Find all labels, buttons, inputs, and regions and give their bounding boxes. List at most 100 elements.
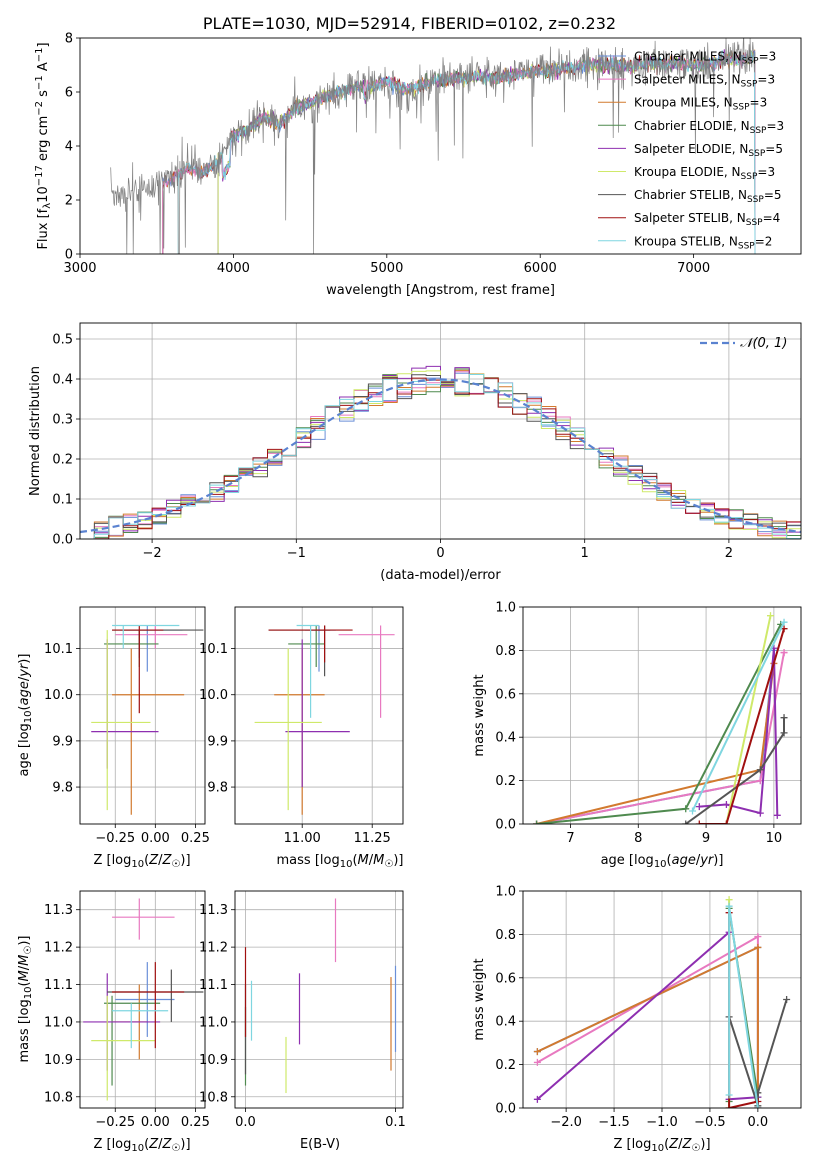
legend-label: Kroupa ELODIE, NSSP=3 (634, 165, 775, 182)
tick-label-x: 0.0 (235, 1115, 256, 1130)
tick-label-x: 10 (766, 831, 783, 846)
tick-label-x: 7 (566, 831, 574, 846)
series-marker (725, 1091, 733, 1099)
series-marker (695, 820, 703, 824)
axes-frame (79, 890, 206, 1109)
tick-label-x: −1.5 (598, 1115, 630, 1130)
axes-frame (79, 606, 206, 825)
legend-label-sub: SSP (746, 218, 763, 228)
tick-label-y: 1.0 (495, 885, 516, 900)
tick-label-y: 9.8 (52, 781, 73, 796)
tick-label-y: 1.0 (495, 601, 516, 616)
tick-label-x: −2 (143, 546, 162, 561)
legend-label-sub: SSP (741, 172, 758, 182)
legend-label-main: Kroupa STELIB, N (634, 234, 738, 248)
tick-label-y: 8 (65, 32, 73, 47)
axes-frame (522, 890, 802, 1109)
legend-label: Salpeter ELODIE, NSSP=5 (634, 142, 783, 159)
series-marker (754, 943, 762, 951)
tick-label-x: 0.00 (141, 831, 170, 846)
tick-label-y: 0.4 (495, 1015, 516, 1030)
tick-label-y: 9.8 (207, 781, 228, 796)
series-marker (682, 805, 690, 813)
legend-label-tail: =5 (765, 142, 783, 156)
series-marker (695, 803, 703, 811)
tick-label-y: 0.4 (52, 373, 73, 388)
series-line (536, 945, 759, 1108)
series-marker (780, 618, 788, 626)
tick-label-x: 4000 (217, 261, 250, 276)
tick-label-x: 1 (581, 546, 589, 561)
legend-label-tail: =2 (755, 234, 773, 248)
y-axis-label: mass weight (472, 674, 487, 756)
series-line (728, 906, 759, 1108)
tick-label-x: 0 (436, 546, 444, 561)
x-axis-label: Z [log10(Z/Z☉)] (93, 1137, 190, 1154)
legend-label: Chabrier STELIB, NSSP=5 (634, 188, 782, 205)
y-axis-label: Normed distribution (28, 366, 43, 496)
series-marker (682, 820, 690, 824)
legend-label-main: Kroupa ELODIE, N (634, 165, 741, 179)
axes-frame (234, 890, 404, 1109)
tick-label-y: 11.3 (199, 903, 228, 918)
series-marker (783, 996, 791, 1003)
normal-curve (80, 378, 801, 534)
legend-label-tail: =3 (750, 96, 768, 110)
series-marker (780, 649, 788, 657)
series-marker (756, 766, 764, 774)
y-axis-label: mass weight (472, 958, 487, 1040)
series-marker (756, 809, 764, 817)
tick-label-x: 11.00 (284, 831, 321, 846)
histogram-step (80, 374, 801, 539)
legend-label: Salpeter MILES, NSSP=3 (634, 73, 775, 90)
series-marker (725, 902, 733, 910)
legend-label-sub: SSP (747, 195, 764, 205)
series-line (536, 930, 758, 1101)
tick-label-x: 6000 (524, 261, 557, 276)
tick-label-y: 0.2 (495, 774, 516, 789)
series-marker (722, 820, 730, 824)
mass_vs_Z-axes: −0.25 0.00 0.25 10.8 10.9 11.0 11.1 11.2 11.3 (44, 891, 210, 1130)
series-marker (533, 1058, 541, 1066)
tick-label-y: 0.6 (495, 971, 516, 986)
tick-label-y: 10.0 (199, 688, 228, 703)
axes-frame (234, 606, 404, 825)
legend-label-main: Chabrier ELODIE, N (634, 119, 750, 133)
tick-label-x: 0.1 (385, 1115, 406, 1130)
y-axis-label: Flux [fλ10−17 erg cm−2 s−1 A−1] (34, 42, 53, 249)
series-marker (533, 1095, 541, 1103)
series-marker (754, 933, 762, 941)
legend-label-sub: SSP (733, 103, 750, 113)
series-line (691, 621, 785, 812)
legend-label-sub: SSP (738, 241, 755, 251)
legend-label: 𝒩(0, 1) (740, 336, 787, 351)
tick-label-y: 10.8 (44, 1090, 73, 1105)
tick-label-x: 3000 (63, 261, 96, 276)
series-marker (689, 807, 697, 815)
series-line (699, 628, 785, 824)
legend-label-sub: SSP (742, 57, 759, 67)
legend-label-main: Salpeter ELODIE, N (634, 142, 748, 156)
tick-label-y: 11.1 (199, 978, 228, 993)
mass_weight_vs_Z-axes: −2.0 −1.5 −1.0 −0.5 0.0 0.0 0.2 0.4 0.6 0.8 1.0 (495, 885, 801, 1130)
mass_vs_ebv-errorbars (244, 898, 397, 1094)
axes-frame (79, 37, 802, 255)
tick-label-y: 0.5 (52, 333, 73, 348)
tick-label-y: 11.3 (44, 903, 73, 918)
tick-label-y: 10.8 (199, 1090, 228, 1105)
series-marker (773, 811, 781, 819)
legend-label-sub: SSP (750, 126, 767, 136)
tick-label-y: 0.4 (495, 731, 516, 746)
histograms (80, 365, 801, 539)
x-axis-label: (data-model)/error (380, 568, 501, 583)
mass_weight_vs_age-lines (533, 612, 788, 824)
tick-label-y: 11.0 (44, 1015, 73, 1030)
legend-label-tail: =3 (757, 165, 775, 179)
series-marker (725, 896, 733, 904)
age_vs_Z-axes: −0.25 0.00 0.25 9.8 9.9 10.0 10.1 (44, 607, 210, 846)
legend-label-tail: =4 (763, 211, 781, 225)
residuals-axes: −2 −1 0 1 2 0.0 0.1 0.2 0.3 0.4 0.5 (52, 323, 801, 561)
series-line (536, 663, 775, 824)
